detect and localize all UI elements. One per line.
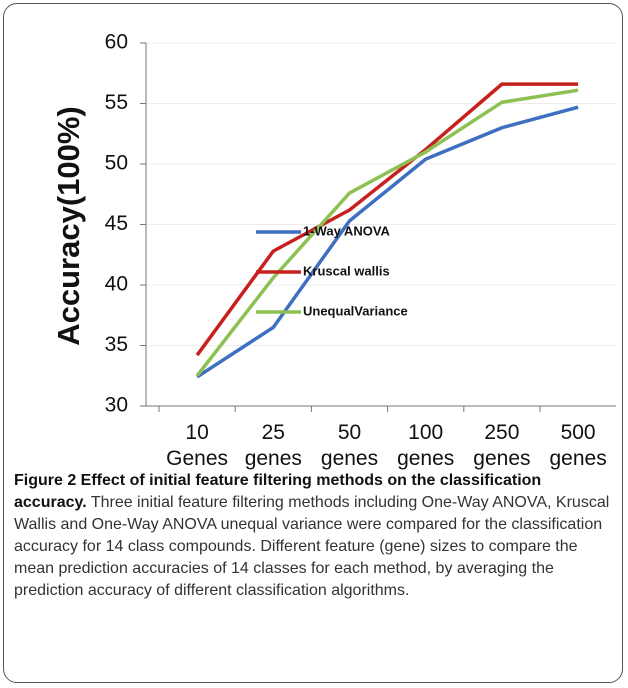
series-line <box>195 82 579 357</box>
y-tick-label: 45 <box>105 212 128 235</box>
caption-label: Figure 2 Effect of initial feature filte… <box>14 472 542 511</box>
caption-text: Three initial feature filtering methods … <box>14 494 610 599</box>
y-tick-label: 40 <box>105 273 128 296</box>
x-tick-label: 50 genes <box>320 421 379 470</box>
x-tick-label: 500 genes <box>549 421 607 470</box>
caption: Figure 2 Effect of initial feature filte… <box>14 470 614 602</box>
series-line <box>195 88 579 377</box>
x-tick-label: 250 genes <box>473 421 531 470</box>
x-tick-label: 25 genes <box>244 421 302 470</box>
y-tick-label: 35 <box>105 333 128 356</box>
legend-label: 1-Way ANOVA <box>303 223 391 238</box>
y-tick-label: 50 <box>105 152 128 175</box>
x-tick-label: 10 Genes <box>166 421 229 470</box>
y-tick-label: 60 <box>105 31 128 54</box>
figure: Accuracy(100%) 30 35 40 45 50 55 60 1-Way ANOVA… <box>3 3 623 683</box>
chart: Accuracy(100%) 30 35 40 45 50 55 60 1-Way ANOVA… <box>51 31 616 417</box>
y-axis-title: Accuracy(100%) <box>51 106 86 346</box>
series-line <box>196 105 579 379</box>
y-tick-label: 55 <box>105 91 128 114</box>
legend-label: UnequalVariance <box>303 303 408 318</box>
y-tick-label: 30 <box>105 394 128 417</box>
x-tick-label: 100 genes <box>397 421 455 470</box>
legend-label: Kruscal wallis <box>303 263 390 278</box>
